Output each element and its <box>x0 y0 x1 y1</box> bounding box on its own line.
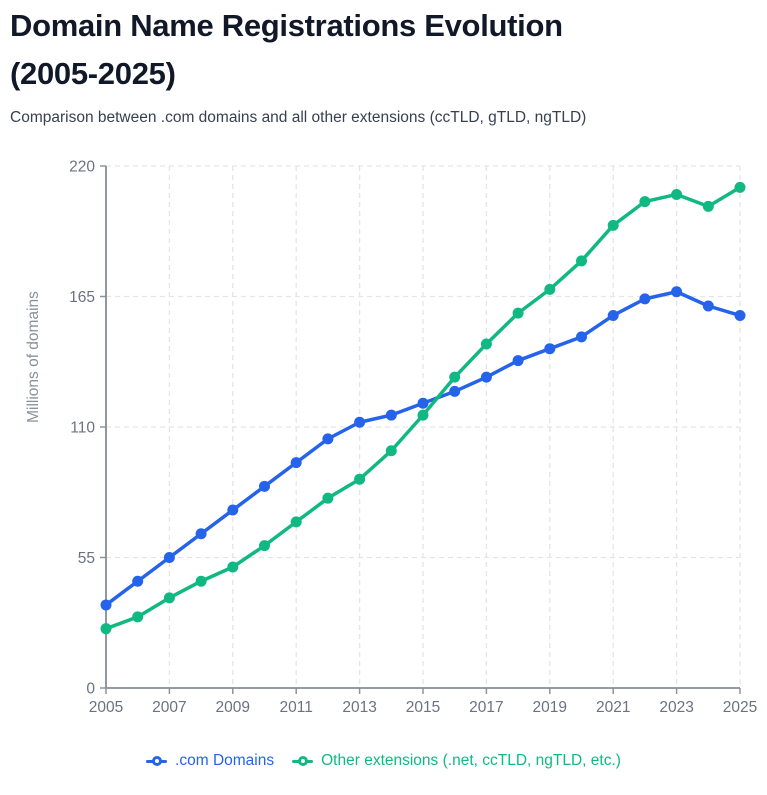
data-point[interactable] <box>544 343 556 355</box>
data-point[interactable] <box>702 200 714 212</box>
data-point[interactable] <box>480 371 492 383</box>
data-point[interactable] <box>100 623 112 635</box>
x-tick-label: 2015 <box>406 699 440 716</box>
data-point[interactable] <box>385 409 397 421</box>
line-chart[interactable]: 0 55 110 165 220 2005 2007 2009 2011 2013 2015 2017… <box>0 0 767 750</box>
data-point[interactable] <box>163 592 175 604</box>
data-point[interactable] <box>290 457 302 469</box>
y-tick-label: 165 <box>69 289 95 306</box>
data-point[interactable] <box>322 492 334 504</box>
data-point[interactable] <box>195 575 207 587</box>
x-tick-label: 2023 <box>659 699 693 716</box>
data-point[interactable] <box>163 552 175 563</box>
data-point[interactable] <box>322 433 334 445</box>
data-point[interactable] <box>480 338 492 350</box>
data-point[interactable] <box>259 540 270 552</box>
page-title-line2: (2005-2025) <box>10 56 176 91</box>
page-title: Domain Name Registrations Evolution (200… <box>10 2 759 98</box>
data-point[interactable] <box>576 331 587 343</box>
data-point[interactable] <box>607 309 619 321</box>
data-point[interactable] <box>100 599 112 611</box>
x-tick-label: 2007 <box>152 699 186 716</box>
data-point[interactable] <box>671 188 683 200</box>
data-point[interactable] <box>607 219 619 231</box>
page-subtitle: Comparison between .com domains and all … <box>10 109 587 126</box>
data-point[interactable] <box>354 473 366 485</box>
y-axis-title: Millions of domains <box>25 291 42 423</box>
legend-label-other-extensions: Other extensions (.net, ccTLD, ngTLD, et… <box>321 752 621 769</box>
data-point[interactable] <box>734 309 746 321</box>
data-point[interactable] <box>639 196 651 208</box>
x-tick-label: 2019 <box>533 699 567 716</box>
x-tick-label: 2005 <box>89 699 123 716</box>
chart-legend: .com Domains Other extensions (.net, ccT… <box>0 752 767 770</box>
data-point[interactable] <box>195 528 207 540</box>
x-tick-label: 2011 <box>280 699 313 716</box>
x-tick-label: 2013 <box>342 699 376 716</box>
x-tick-label: 2021 <box>596 699 630 716</box>
com-domains-legend-marker-icon <box>146 759 168 763</box>
data-point[interactable] <box>132 575 144 587</box>
other-extensions-legend-marker-icon <box>292 759 314 763</box>
y-tick-label: 220 <box>69 159 95 176</box>
data-point[interactable] <box>512 307 524 319</box>
y-tick-label: 0 <box>86 681 95 698</box>
data-point[interactable] <box>417 397 429 409</box>
x-tick-label: 2025 <box>723 699 757 716</box>
y-tick-label: 55 <box>78 550 95 567</box>
data-point[interactable] <box>259 480 270 492</box>
page-title-line1: Domain Name Registrations Evolution <box>10 8 563 43</box>
data-point[interactable] <box>417 409 429 421</box>
x-tick-label: 2009 <box>216 699 250 716</box>
legend-item-other-extensions[interactable]: Other extensions (.net, ccTLD, ngTLD, et… <box>292 752 621 770</box>
data-point[interactable] <box>227 504 239 516</box>
data-point[interactable] <box>512 355 524 367</box>
data-point[interactable] <box>354 416 366 428</box>
data-point[interactable] <box>702 300 714 312</box>
legend-label-com-domains: .com Domains <box>175 752 275 769</box>
x-tick-label: 2017 <box>469 699 503 716</box>
y-tick-label: 110 <box>70 420 95 437</box>
data-point[interactable] <box>227 561 239 573</box>
legend-item-com-domains[interactable]: .com Domains <box>146 752 274 770</box>
data-point[interactable] <box>671 286 683 298</box>
data-point[interactable] <box>544 283 556 295</box>
data-point[interactable] <box>385 445 397 457</box>
data-point[interactable] <box>449 371 461 383</box>
data-point[interactable] <box>449 385 461 397</box>
data-point[interactable] <box>734 181 746 193</box>
data-point[interactable] <box>290 516 302 528</box>
data-point[interactable] <box>132 611 144 623</box>
data-point[interactable] <box>639 293 651 305</box>
data-point[interactable] <box>576 255 587 267</box>
